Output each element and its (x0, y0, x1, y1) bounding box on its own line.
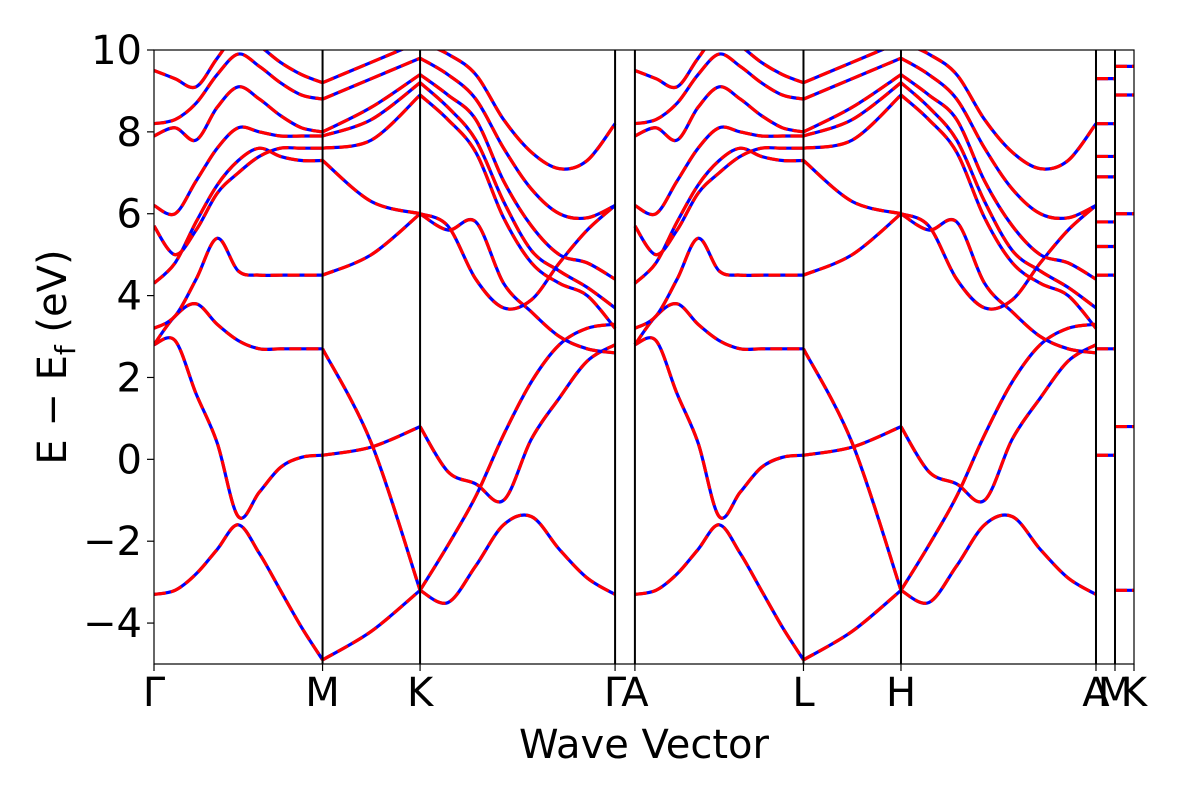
band-line-dft-band-10-A-L (634, 50, 805, 90)
band-line-dft-band-8-Γ-M (154, 85, 323, 143)
x-tick-label: Γ (143, 670, 166, 716)
high-symmetry-lines (321, 50, 1116, 664)
band-line-dft-band-10-Γ-M (154, 50, 324, 90)
band-line-fit-band-10-M-K (321, 50, 405, 85)
band-line-fit-band-6-H-A (899, 93, 1098, 330)
band-line-fit-band-6-K-Γ (419, 93, 617, 330)
x-tick-label: L (792, 670, 815, 716)
band-line-fit-band-2-H-A (899, 343, 1097, 504)
y-tick-label: 2 (117, 355, 142, 401)
y-tick-label: 10 (91, 28, 142, 74)
band-line-fit-band-10-H-A (916, 50, 1098, 171)
band-line-fit-band-4-A-L (634, 236, 804, 330)
band-line-fit-band-8-L-H (802, 73, 902, 134)
x-tick-label: Γ (604, 670, 627, 716)
band-line-fit-band-7-L-H (802, 81, 902, 138)
plot-frame (153, 49, 1135, 665)
band-line-fit-band-3-H-A (899, 322, 1097, 592)
y-tick-label: 8 (117, 110, 142, 156)
band-line-fit-band-2-K-Γ (418, 343, 616, 504)
band-line-fit-band-5-K-Γ (419, 204, 617, 311)
y-tick-label: 0 (117, 437, 142, 483)
band-line-fit-band-4-L-H (802, 212, 903, 277)
band-line-fit-band-1-A-L (634, 523, 805, 661)
band-line-fit-band-9-K-Γ (419, 56, 616, 221)
band-line-fit-band-3-M-K (321, 348, 422, 591)
band-line-dft-band-8-A-L (634, 85, 804, 143)
band-line-fit-band-5-H-A (900, 204, 1098, 311)
x-tick-label: H (886, 670, 916, 716)
band-line-fit-band-9-A-L (634, 52, 804, 126)
band-line-fit-band-3-K-Γ (418, 322, 616, 592)
x-axis: Γ M K ΓA L H AMK (143, 664, 1149, 716)
band-line-fit-band-6-Γ-M (154, 146, 323, 257)
band-line-fit-band-7-A-L (634, 125, 804, 217)
band-line-fit-band-3-Γ-M (154, 302, 323, 352)
y-axis-label-main: E − E (30, 355, 76, 465)
band-line-fit-band-9-Γ-M (154, 52, 323, 126)
y-axis-label-unit: (eV) (30, 249, 76, 345)
band-line-fit-band-2-L-H (803, 425, 902, 457)
band-line-fit-band-3-L-H (802, 348, 903, 591)
band-line-fit-band-8-M-K (321, 73, 421, 134)
band-line-fit-band-1-Γ-M (154, 523, 324, 661)
band-line-fit-band-2-M-K (322, 425, 421, 457)
band-line-fit-band-7-K-Γ (419, 81, 617, 310)
band-line-fit-band-5-L-H (802, 159, 902, 216)
band-line-fit-band-6-A-L (633, 146, 804, 257)
x-tick-label: K (407, 670, 435, 716)
x-tick-label: A (1082, 670, 1110, 716)
y-axis-label-subscript: f (49, 344, 82, 355)
x-tick-label: K (1121, 670, 1149, 716)
bands-layer (154, 50, 1134, 662)
band-line-fit-band-1-M-K (321, 589, 422, 662)
y-axis-label: E − Ef (eV) (30, 249, 82, 464)
band-line-fit-band-3-A-L (633, 302, 804, 352)
band-line-fit-band-10-K-Γ (436, 50, 617, 171)
band-line-fit-band-8-K-Γ (419, 73, 616, 281)
band-line-fit-band-9-M-K (321, 56, 421, 101)
y-tick-label: −4 (83, 601, 142, 647)
x-tick-label: A (621, 670, 649, 716)
band-line-fit-band-8-H-A (900, 73, 1097, 281)
y-axis: −4 −2 0 2 4 6 8 10 (83, 28, 154, 647)
band-line-fit-band-5-M-K (321, 159, 421, 216)
y-tick-label: −2 (83, 519, 142, 565)
band-line-fit-band-9-L-H (802, 56, 902, 101)
y-tick-label: 6 (117, 192, 142, 238)
band-line-fit-band-1-H-A (900, 513, 1097, 605)
band-line-fit-band-7-H-A (899, 81, 1097, 310)
band-line-fit-band-6-L-H (803, 93, 903, 150)
x-tick-label: M (1098, 670, 1133, 716)
band-line-fit-band-6-M-K (322, 93, 422, 150)
band-line-fit-band-7-M-K (322, 81, 422, 138)
band-line-fit-band-1-K-Γ (419, 513, 616, 605)
band-line-fit-band-7-Γ-M (154, 125, 323, 217)
band-line-fit-band-2-A-L (634, 336, 804, 520)
y-tick-label: 4 (117, 274, 142, 320)
band-line-fit-band-9-H-A (900, 56, 1097, 221)
band-line-fit-band-2-Γ-M (154, 336, 323, 520)
band-line-fit-band-4-Γ-M (154, 236, 323, 330)
band-line-fit-band-4-M-K (321, 212, 422, 277)
band-line-fit-band-1-L-H (802, 589, 903, 662)
x-tick-label: M (305, 670, 340, 716)
band-line-fit-band-10-L-H (802, 50, 886, 85)
x-axis-label: Wave Vector (519, 722, 770, 768)
